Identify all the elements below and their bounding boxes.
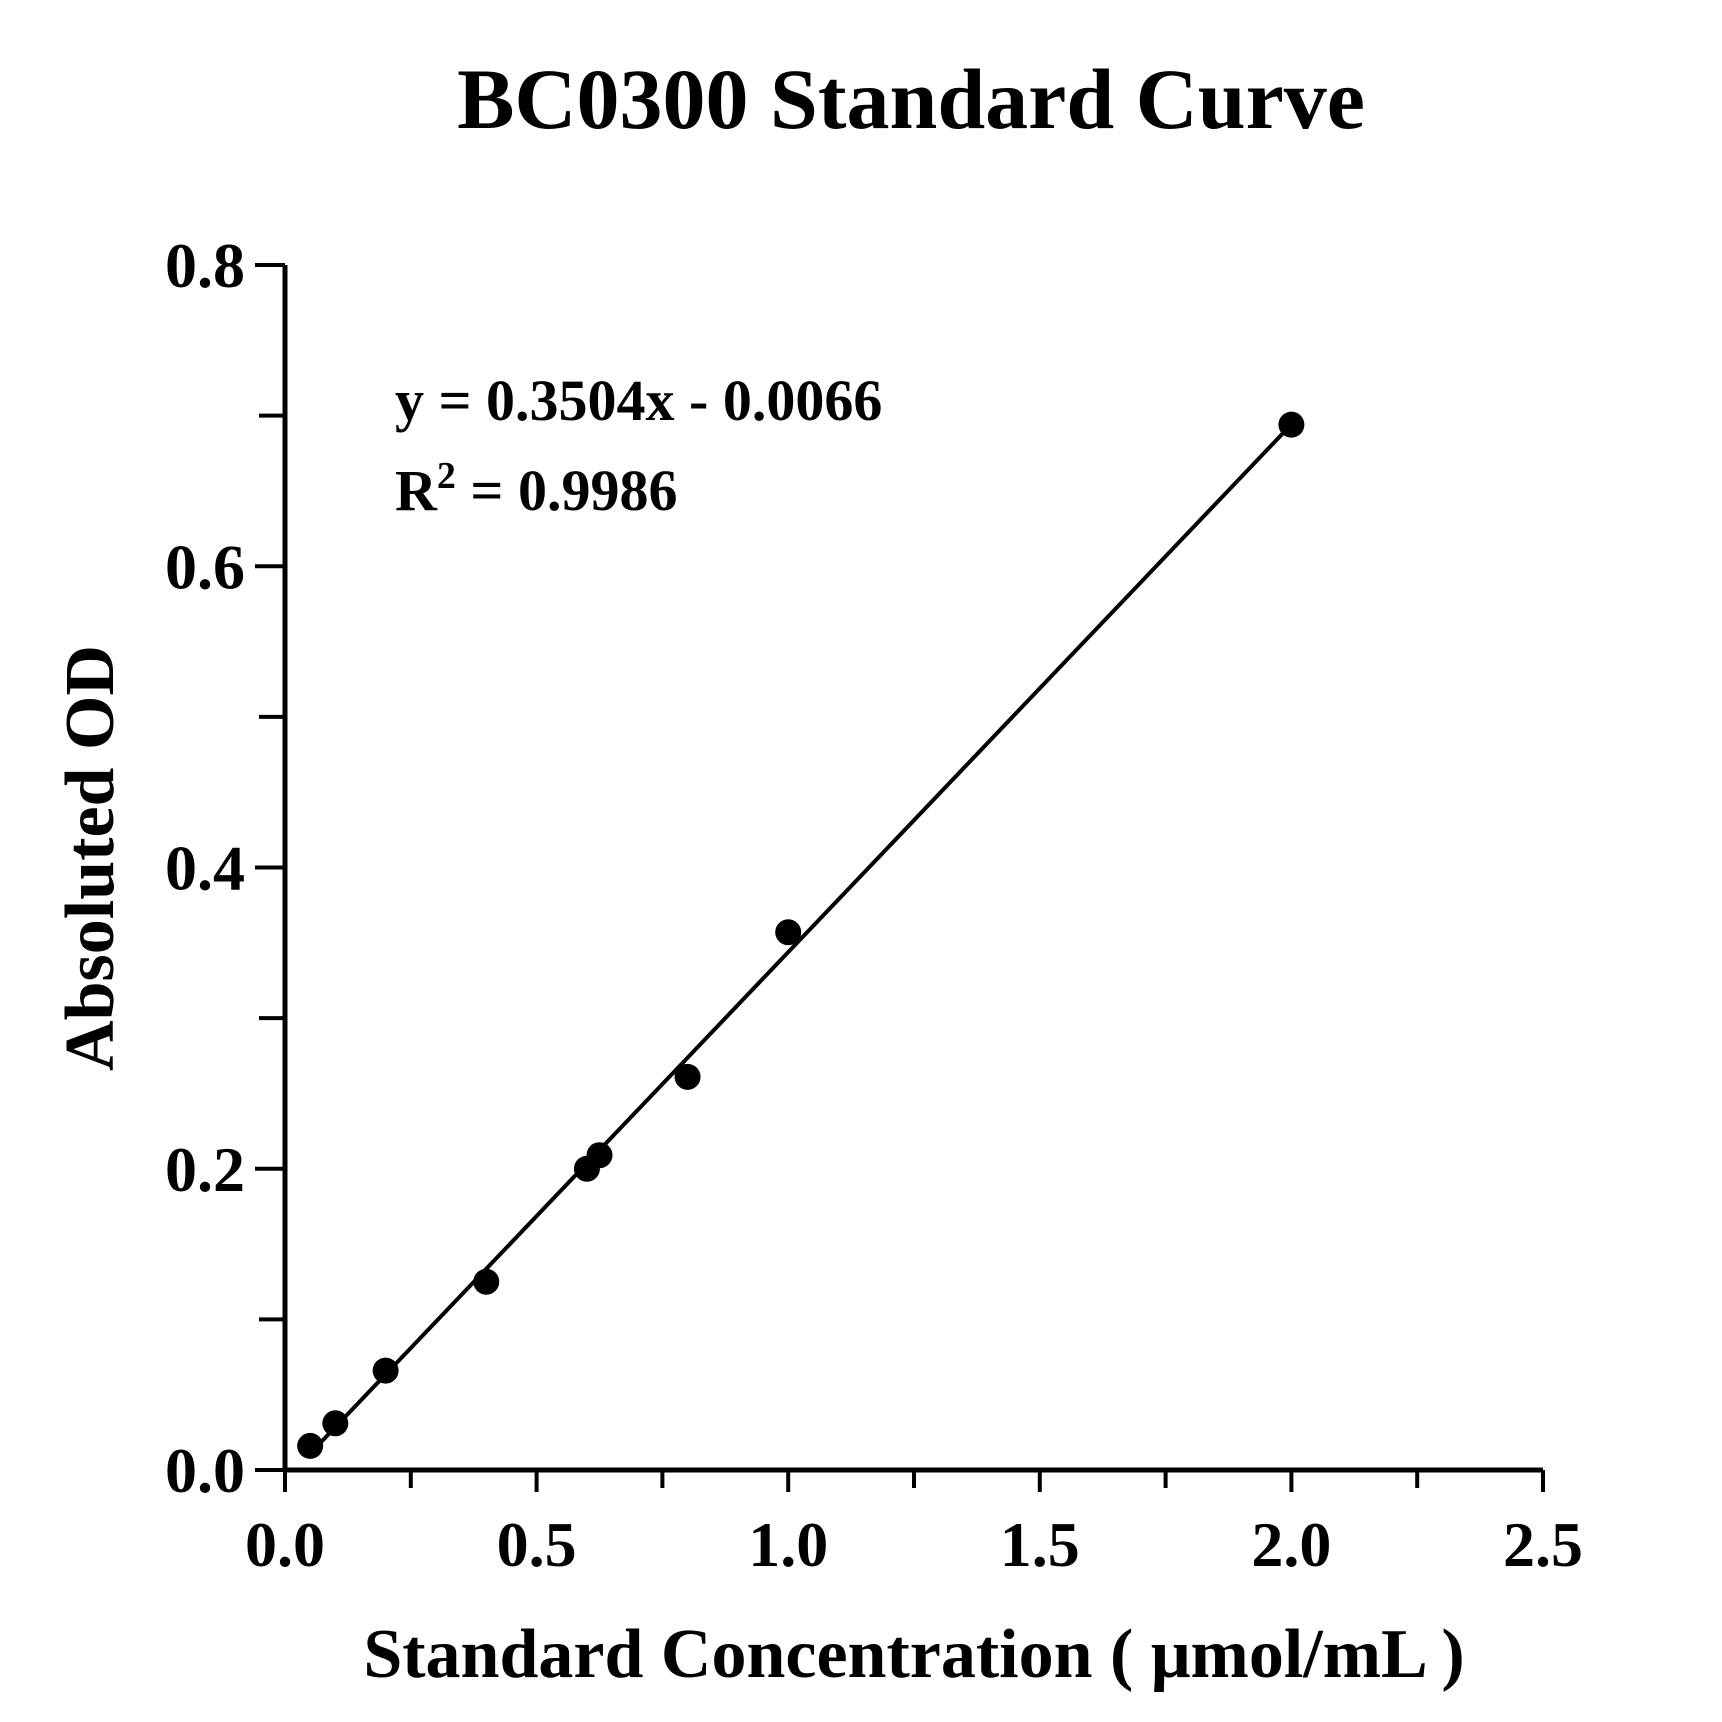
chart-title: BC0300 Standard Curve bbox=[457, 51, 1365, 147]
r-squared-prefix: R bbox=[395, 458, 438, 523]
y-tick-label: 0.6 bbox=[165, 531, 245, 602]
y-tick-label: 0.4 bbox=[165, 833, 245, 904]
data-point bbox=[372, 1357, 399, 1384]
x-axis-title: Standard Concentration ( μmol/mL ) bbox=[363, 1616, 1464, 1693]
equation-annotation: y = 0.3504x - 0.0066 R2 = 0.9986 bbox=[395, 368, 882, 523]
data-point bbox=[322, 1410, 349, 1437]
data-points bbox=[297, 411, 1305, 1459]
equation-text: y = 0.3504x - 0.0066 bbox=[395, 368, 882, 433]
x-tick-label: 1.5 bbox=[1000, 1509, 1080, 1580]
data-point bbox=[297, 1432, 324, 1459]
tick-labels: 0.0 0.5 1.0 1.5 2.0 2.5 0.0 0.2 0.4 0.6 0.8 bbox=[165, 230, 1583, 1580]
ticks bbox=[255, 263, 1545, 1492]
r-squared-value: = 0.9986 bbox=[456, 458, 678, 523]
x-tick-label: 1.0 bbox=[748, 1509, 828, 1580]
r-squared-superscript: 2 bbox=[437, 455, 456, 497]
y-tick-label: 0.0 bbox=[165, 1435, 245, 1506]
r-squared-text: R2 = 0.9986 bbox=[395, 455, 677, 523]
data-point bbox=[473, 1268, 500, 1295]
y-tick-label: 0.2 bbox=[165, 1134, 245, 1205]
y-tick-label: 0.8 bbox=[165, 230, 245, 301]
x-tick-label: 0.0 bbox=[245, 1509, 325, 1580]
trendline bbox=[308, 422, 1293, 1455]
data-point bbox=[1278, 411, 1305, 438]
x-tick-label: 2.0 bbox=[1251, 1509, 1331, 1580]
x-tick-label: 0.5 bbox=[497, 1509, 577, 1580]
y-axis-title: Absoluted OD bbox=[52, 645, 129, 1071]
data-point bbox=[586, 1142, 613, 1169]
data-point bbox=[775, 919, 802, 946]
x-tick-label: 2.5 bbox=[1503, 1509, 1583, 1580]
axes bbox=[282, 265, 1543, 1473]
data-point bbox=[674, 1063, 701, 1090]
